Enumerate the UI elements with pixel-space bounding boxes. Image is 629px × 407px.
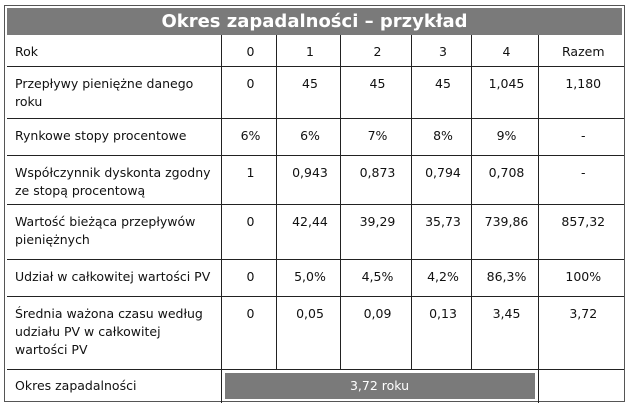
row-value: -	[537, 117, 624, 156]
header-cell: 2	[339, 35, 412, 66]
footer-label: Okres zapadalności	[7, 368, 222, 403]
table-row: Udział w całkowitej wartości PV 0 5,0% 4,5%…	[7, 258, 624, 297]
footer-empty-cell	[537, 368, 624, 403]
duration-table-container: Okres zapadalności – przykład Rok 0 1 2 …	[4, 5, 625, 403]
header-cell: 3	[410, 35, 472, 66]
row-label: Średnia ważona czasu według udziału PV w…	[7, 295, 222, 370]
row-value: 0	[220, 203, 277, 260]
row-value: -	[537, 154, 624, 205]
header-cell: 4	[470, 35, 539, 66]
row-value: 5,0%	[275, 258, 341, 297]
footer-value-cell: 3,72 roku	[220, 368, 539, 403]
table-row: Średnia ważona czasu według udziału PV w…	[7, 295, 624, 370]
row-value: 0	[220, 65, 277, 119]
row-value: 0,13	[410, 295, 472, 370]
row-value: 0,794	[410, 154, 472, 205]
row-value: 3,72	[537, 295, 624, 370]
row-label: Udział w całkowitej wartości PV	[7, 258, 222, 297]
row-value: 0	[220, 295, 277, 370]
row-value: 42,44	[275, 203, 341, 260]
row-value: 0,943	[275, 154, 341, 205]
header-cell: 1	[275, 35, 341, 66]
row-value: 45	[275, 65, 341, 119]
table-row: Rynkowe stopy procentowe 6% 6% 7% 8% 9% -	[7, 117, 624, 156]
row-value: 39,29	[339, 203, 412, 260]
row-value: 0,873	[339, 154, 412, 205]
row-value: 1	[220, 154, 277, 205]
duration-table: Rok 0 1 2 3 4 Razem Przepływy pieniężne …	[7, 35, 624, 403]
row-value: 0,05	[275, 295, 341, 370]
footer-row: Okres zapadalności 3,72 roku	[7, 368, 624, 403]
table-title: Okres zapadalności – przykład	[7, 8, 622, 35]
row-value: 857,32	[537, 203, 624, 260]
table-row: Współczynnik dyskonta zgodny ze stopą pr…	[7, 154, 624, 205]
row-label: Wartość bieżąca przepływów pieniężnych	[7, 203, 222, 260]
row-value: 3,45	[470, 295, 539, 370]
row-value: 8%	[410, 117, 472, 156]
header-row: Rok 0 1 2 3 4 Razem	[7, 35, 624, 66]
header-cell: Razem	[537, 35, 624, 66]
row-value: 7%	[339, 117, 412, 156]
row-value: 4,2%	[410, 258, 472, 297]
header-cell: 0	[220, 35, 277, 66]
row-label: Współczynnik dyskonta zgodny ze stopą pr…	[7, 154, 222, 205]
row-label: Rynkowe stopy procentowe	[7, 117, 222, 156]
row-value: 0	[220, 258, 277, 297]
header-cell: Rok	[7, 35, 222, 66]
footer-value: 3,72 roku	[224, 373, 535, 400]
row-value: 4,5%	[339, 258, 412, 297]
row-value: 1,045	[470, 65, 539, 119]
row-value: 6%	[220, 117, 277, 156]
row-value: 35,73	[410, 203, 472, 260]
row-value: 0,708	[470, 154, 539, 205]
row-value: 45	[410, 65, 472, 119]
table-row: Przepływy pieniężne danego roku 0 45 45 45 1,…	[7, 65, 624, 119]
row-value: 86,3%	[470, 258, 539, 297]
row-value: 9%	[470, 117, 539, 156]
row-value: 45	[339, 65, 412, 119]
row-label: Przepływy pieniężne danego roku	[7, 65, 222, 119]
row-value: 6%	[275, 117, 341, 156]
row-value: 0,09	[339, 295, 412, 370]
row-value: 100%	[537, 258, 624, 297]
row-value: 1,180	[537, 65, 624, 119]
row-value: 739,86	[470, 203, 539, 260]
table-row: Wartość bieżąca przepływów pieniężnych 0 4…	[7, 203, 624, 260]
